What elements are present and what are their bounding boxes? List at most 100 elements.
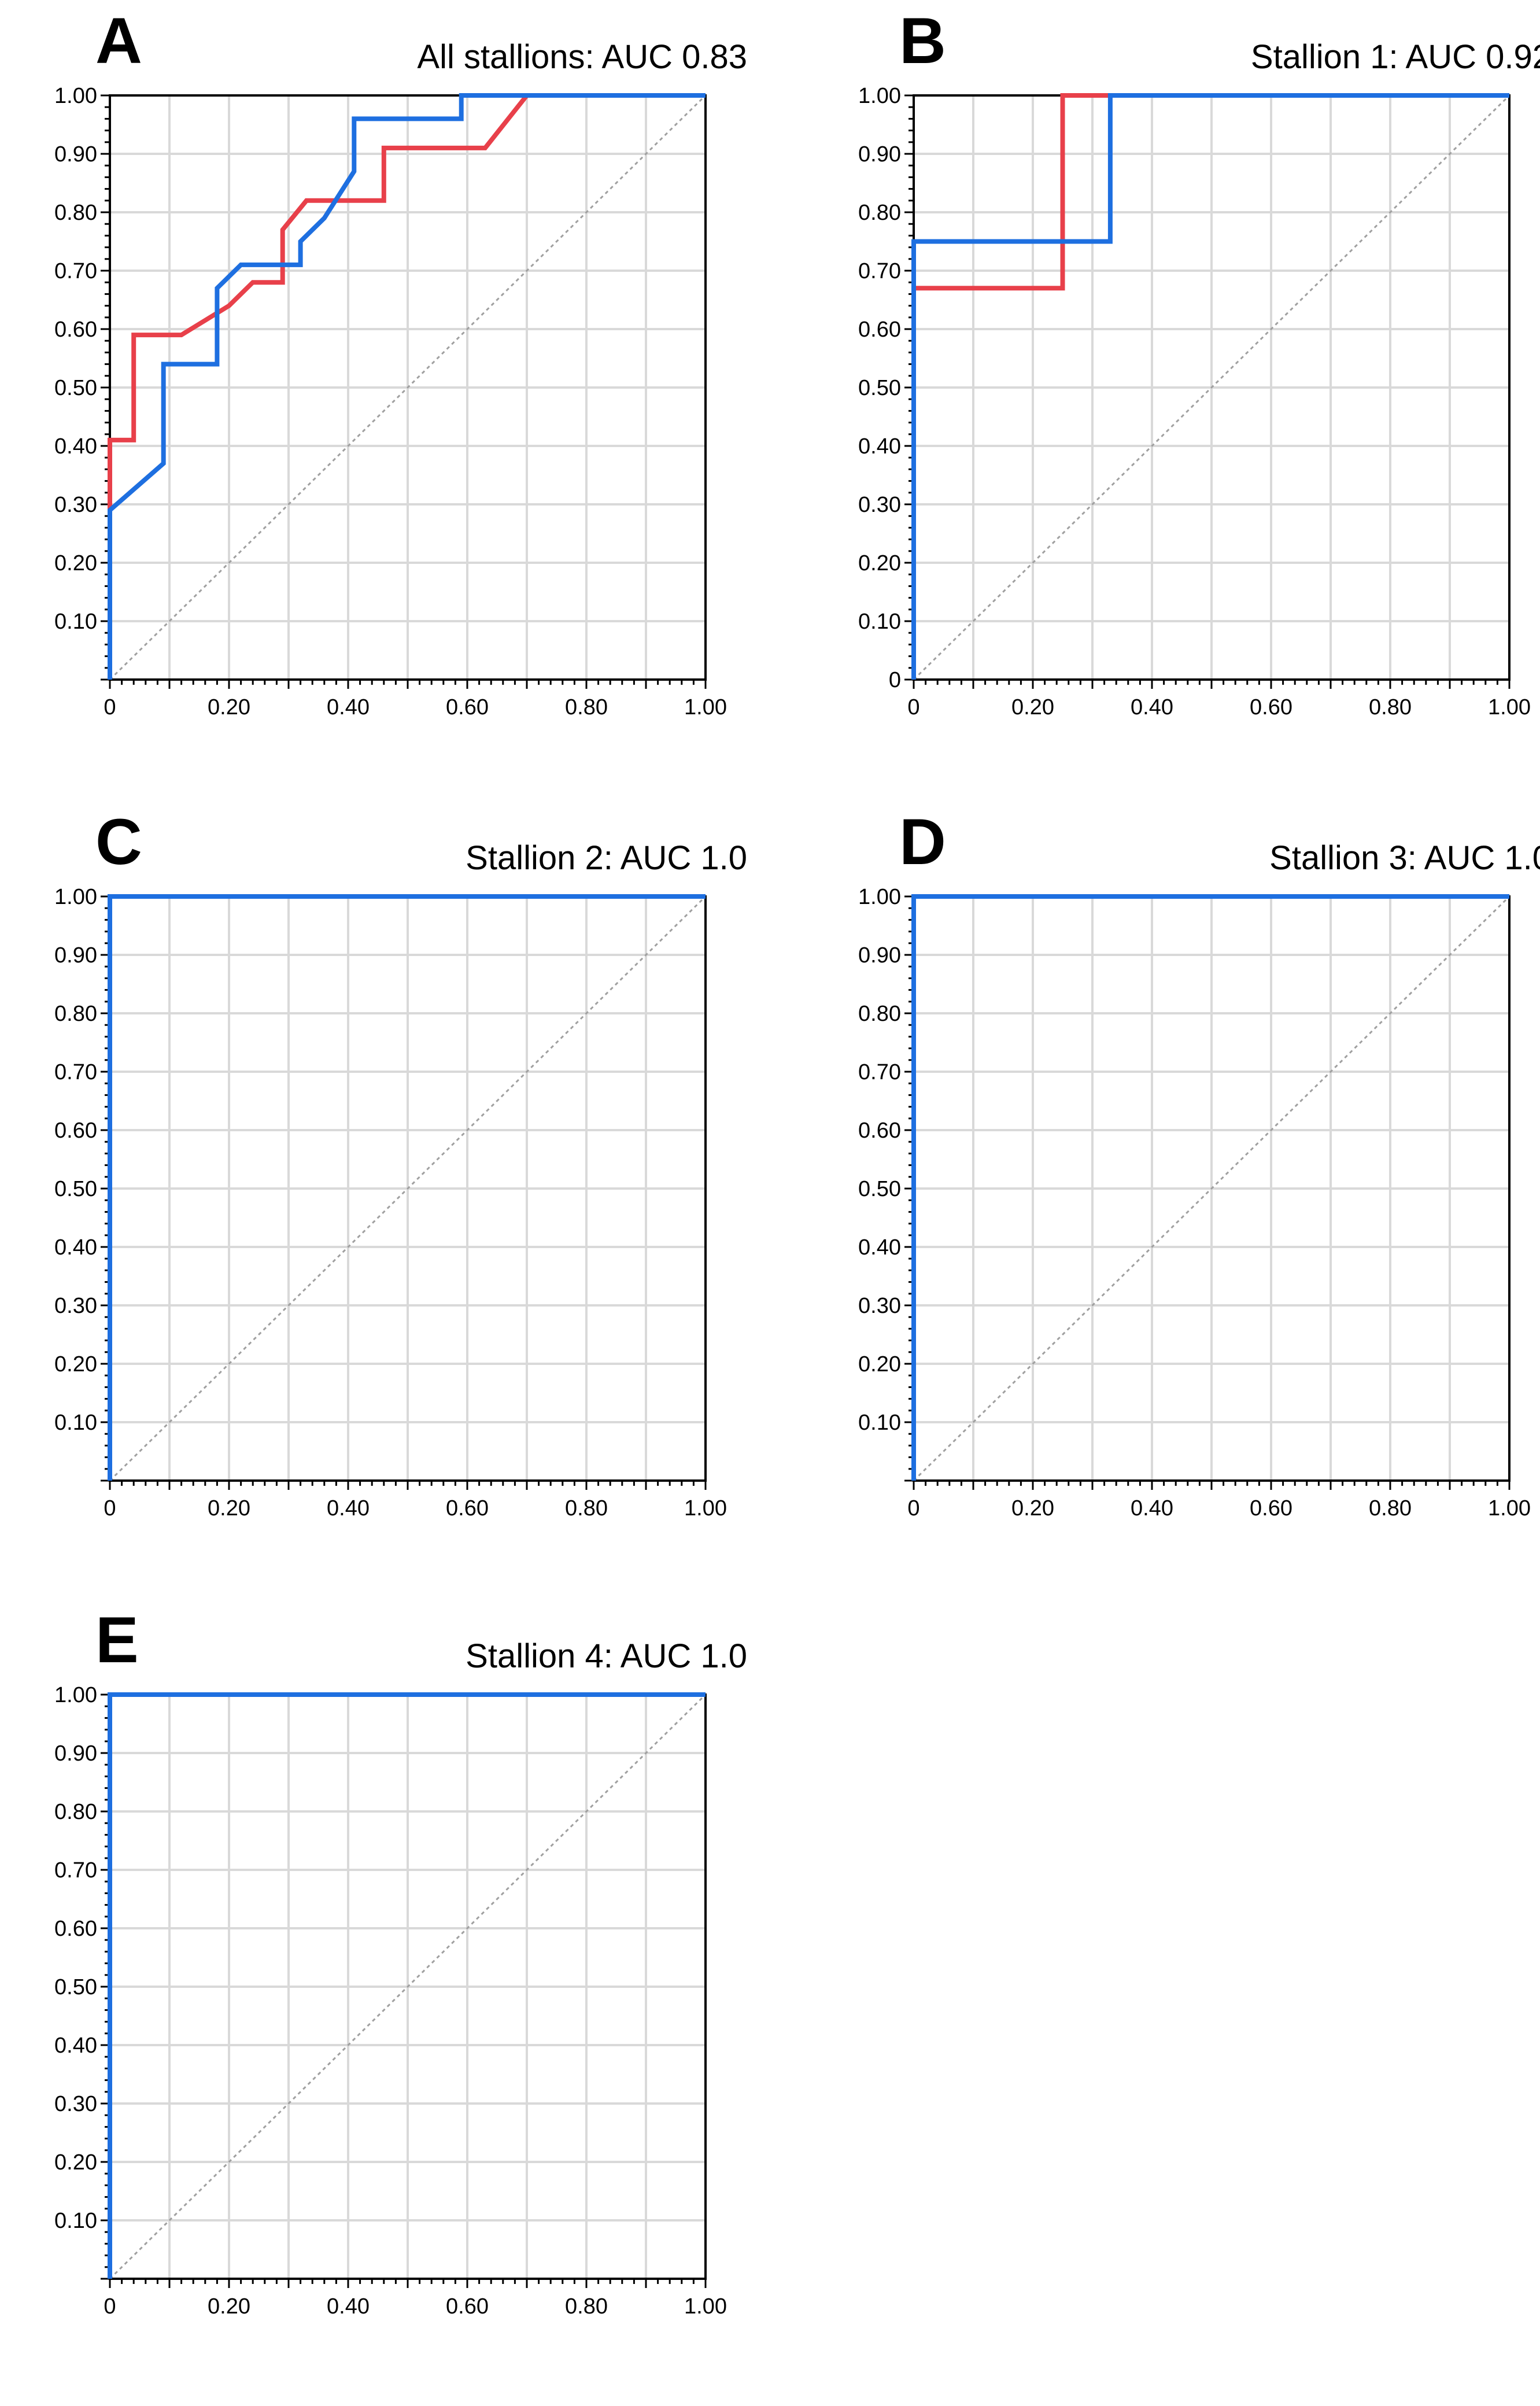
y-tick-label: 0.10 — [858, 610, 901, 634]
x-tick-label: 0.20 — [208, 695, 250, 719]
roc-curve-blue — [108, 1692, 706, 2279]
y-tick-label: 0.40 — [54, 434, 97, 459]
x-tick-label: 0.20 — [208, 1496, 250, 1521]
roc-curve-blue — [911, 93, 1509, 680]
y-tick-label: 0.70 — [858, 1060, 901, 1084]
x-tick-label: 0.40 — [327, 1496, 370, 1521]
y-tick-label: 0.90 — [54, 1741, 97, 1766]
y-tick-label: 0.10 — [54, 2209, 97, 2233]
y-tick-label: 0.50 — [858, 376, 901, 400]
y-tick-label: 0.90 — [858, 943, 901, 968]
y-tick-label: 0.30 — [54, 1294, 97, 1318]
x-tick-label: 0.60 — [446, 2294, 489, 2319]
x-tick-label: 1.00 — [684, 2294, 727, 2319]
chart-title: Stallion 1: AUC 0.92 — [1250, 38, 1540, 76]
x-tick-label: 1.00 — [684, 1496, 727, 1521]
y-tick-label: 1.00 — [54, 885, 97, 909]
y-tick-label: 0.90 — [54, 943, 97, 968]
y-tick-label: 0.80 — [54, 1002, 97, 1026]
y-tick-label: 0.90 — [54, 142, 97, 167]
panel-letter: B — [899, 5, 946, 77]
y-tick-label: 1.00 — [54, 84, 97, 108]
panel-letter: E — [95, 1604, 139, 1676]
chart-title: Stallion 3: AUC 1.0 — [1269, 839, 1540, 877]
y-tick-label: 0.10 — [858, 1411, 901, 1435]
y-tick-label: 0.30 — [54, 493, 97, 517]
roc-chart: 0.10 0.20 0.30 0.40 0.50 0.60 0.70 0.80 0.90 1.00… — [54, 885, 727, 1521]
y-tick-label: 0.40 — [54, 2034, 97, 2058]
y-tick-label: 0.50 — [54, 1177, 97, 1201]
y-tick-label: 1.00 — [858, 84, 901, 108]
y-tick-label: 0.30 — [54, 2092, 97, 2116]
x-tick-label: 0.60 — [1250, 1496, 1292, 1521]
y-tick-label: 0.70 — [54, 259, 97, 283]
x-tick-label: 0.60 — [446, 1496, 489, 1521]
x-tick-label: 1.00 — [1488, 695, 1531, 719]
y-tick-label: 0.30 — [858, 1294, 901, 1318]
y-tick-label: 0.10 — [54, 1411, 97, 1435]
x-tick-label: 0.80 — [1369, 1496, 1412, 1521]
y-tick-label: 0.10 — [54, 610, 97, 634]
x-tick-label: 0.40 — [327, 2294, 370, 2319]
roc-chart: 0.10 0.20 0.30 0.40 0.50 0.60 0.70 0.80 0.90 1.00… — [858, 885, 1531, 1521]
roc-chart: 0.10 0.20 0.30 0.40 0.50 0.60 0.70 0.80 0.90 1.00… — [54, 84, 727, 719]
y-tick-label: 0.70 — [54, 1060, 97, 1084]
x-tick-label: 1.00 — [1488, 1496, 1531, 1521]
panel-c: C Stallion 2: AUC 1.0 0.10 0.20 0.30 0.40 0.… — [40, 810, 810, 1608]
chart-title: Stallion 2: AUC 1.0 — [466, 839, 747, 877]
y-tick-label: 0.20 — [54, 551, 97, 575]
y-tick-label: 0.80 — [54, 201, 97, 225]
x-tick-label: 0.60 — [1250, 695, 1292, 719]
y-tick-label: 0.60 — [54, 1119, 97, 1143]
x-tick-label: 1.00 — [684, 695, 727, 719]
panel-letter: C — [95, 806, 142, 878]
y-tick-label: 0.80 — [858, 201, 901, 225]
y-tick-label: 0.50 — [858, 1177, 901, 1201]
x-tick-label: 0.20 — [1011, 1496, 1054, 1521]
roc-chart: 0.10 0.20 0.30 0.40 0.50 0.60 0.70 0.80 0.90 1.00… — [54, 1683, 727, 2319]
x-tick-label: 0 — [104, 695, 116, 719]
panel-letter: D — [899, 806, 946, 878]
y-tick-label: 0.40 — [858, 1235, 901, 1260]
x-tick-label: 0.20 — [1011, 695, 1054, 719]
x-tick-label: 0.40 — [1131, 695, 1173, 719]
reference-diagonal — [109, 1693, 707, 2280]
y-tick-label: 0.20 — [858, 551, 901, 575]
x-tick-label: 0.80 — [1369, 695, 1412, 719]
x-tick-label: 0 — [907, 1496, 919, 1521]
panel-d: D Stallion 3: AUC 1.0 0.10 0.20 0.30 0.40 0.… — [844, 810, 1540, 1608]
x-tick-label: 0.80 — [565, 695, 608, 719]
y-tick-label: 0.80 — [54, 1800, 97, 1824]
roc-chart: 0 0.10 0.20 0.30 0.40 0.50 0.60 0.70 0.80 0.90 1.0… — [858, 84, 1531, 719]
y-tick-label: 0.40 — [54, 1235, 97, 1260]
roc-curve-blue — [108, 93, 706, 680]
y-tick-label: 0.50 — [54, 376, 97, 400]
roc-curve-blue — [108, 894, 706, 1481]
chart-title: All stallions: AUC 0.83 — [417, 38, 747, 76]
y-tick-label: 0.60 — [858, 1119, 901, 1143]
y-tick-label: 0.60 — [54, 1917, 97, 1941]
panel-a: A All stallions: AUC 0.83 0.10 0.20 0.30 0.… — [40, 9, 810, 807]
y-tick-label: 0.40 — [858, 434, 901, 459]
y-tick-label: 0.20 — [54, 1352, 97, 1377]
y-tick-label: 0.70 — [858, 259, 901, 283]
reference-diagonal — [913, 94, 1511, 681]
y-tick-label: 0.20 — [54, 2150, 97, 2175]
x-tick-label: 0.40 — [1131, 1496, 1173, 1521]
reference-diagonal — [913, 895, 1511, 1482]
x-tick-label: 0 — [907, 695, 919, 719]
y-tick-label: 0.70 — [54, 1858, 97, 1883]
y-tick-label: 0.80 — [858, 1002, 901, 1026]
panel-b: B Stallion 1: AUC 0.92 0 0.10 0.20 0.30 0.40… — [844, 9, 1540, 807]
chart-title: Stallion 4: AUC 1.0 — [466, 1637, 747, 1675]
y-tick-label: 1.00 — [54, 1683, 97, 1707]
roc-curve-red — [108, 93, 706, 680]
reference-diagonal — [109, 94, 707, 681]
panel-letter: A — [95, 5, 142, 77]
reference-diagonal — [109, 895, 707, 1482]
y-tick-label: 0.20 — [858, 1352, 901, 1377]
y-tick-label: 0.30 — [858, 493, 901, 517]
roc-curve-blue — [911, 894, 1509, 1481]
y-tick-label: 0.60 — [858, 318, 901, 342]
x-tick-label: 0.80 — [565, 1496, 608, 1521]
